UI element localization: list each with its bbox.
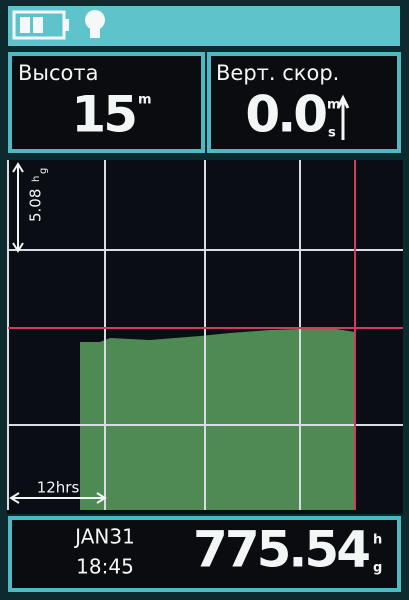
- field-label: Верт. скор.: [216, 61, 339, 85]
- scale-unit: g: [38, 168, 49, 174]
- cursor-lines: [8, 160, 403, 510]
- scale-unit: h: [31, 176, 42, 182]
- pressure-value: 775.54: [193, 521, 369, 579]
- backlight-icon: [85, 10, 105, 38]
- field-unit: m: [138, 93, 152, 108]
- time-arrow: [9, 492, 107, 504]
- field-unit: m: [327, 98, 341, 113]
- arrow-icon: [336, 94, 350, 140]
- field-box: [207, 52, 401, 153]
- field-box: [8, 52, 205, 153]
- battery-icon: [12, 10, 69, 40]
- field-unit: s: [328, 126, 336, 141]
- date: JAN31: [73, 525, 135, 549]
- field-value: 15: [71, 86, 135, 144]
- footer-box: [8, 516, 401, 592]
- field-label: Высота: [18, 61, 98, 85]
- scale-arrow: [12, 162, 24, 253]
- pressure-area: [80, 328, 355, 510]
- field-value: 0.0: [245, 86, 326, 144]
- status-bar: [8, 6, 400, 46]
- time-span: 12hrs: [37, 479, 80, 497]
- scale-value: 5.08: [27, 189, 45, 222]
- pressure-unit: h: [373, 533, 382, 548]
- grid: [7, 160, 403, 510]
- pressure-unit: g: [373, 561, 382, 576]
- time: 18:45: [76, 555, 134, 579]
